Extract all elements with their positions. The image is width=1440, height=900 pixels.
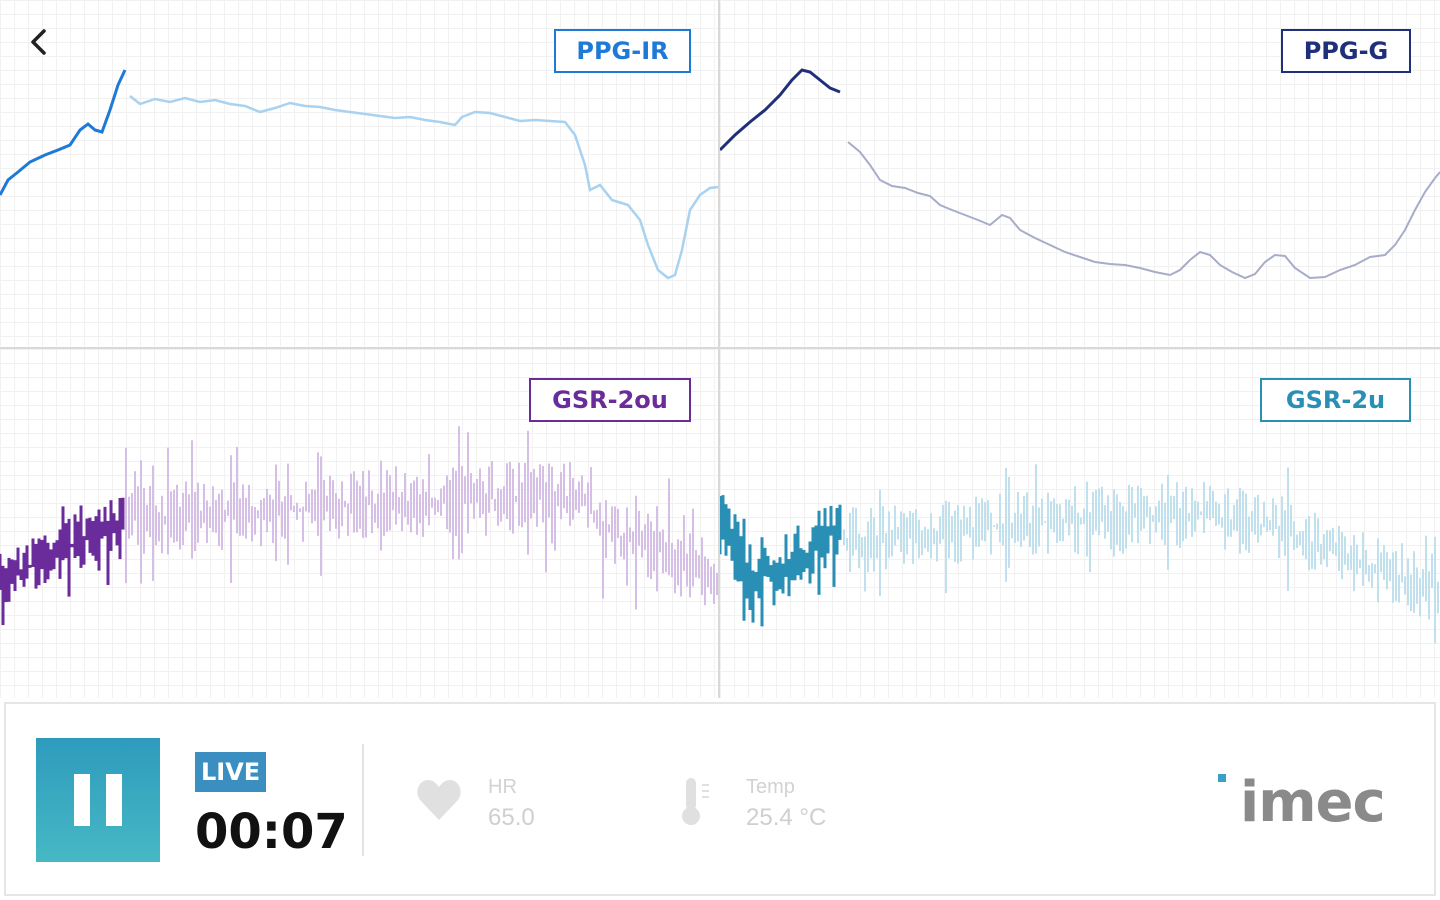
gsr-20u-trace-active bbox=[0, 497, 125, 626]
brand-dot bbox=[1218, 774, 1226, 782]
ppg-ir-waveform bbox=[0, 69, 718, 280]
ppg-g-label: PPG-G bbox=[1281, 29, 1411, 73]
back-button[interactable] bbox=[28, 28, 76, 76]
gsr-20u-label: GSR-2ou bbox=[529, 378, 691, 422]
gsr-20u-trace-faded bbox=[125, 426, 718, 610]
ppg-g-waveform bbox=[720, 68, 1440, 280]
brand-logo: imec bbox=[1240, 770, 1386, 835]
temp-label: Temp bbox=[746, 776, 795, 798]
chevron-left-icon bbox=[31, 29, 46, 55]
ppg-ir-label: PPG-IR bbox=[554, 29, 691, 73]
footer-divider bbox=[362, 744, 364, 856]
ppg-ir-panel: PPG-IR bbox=[0, 0, 718, 347]
gsr-2u-label: GSR-2u bbox=[1260, 378, 1411, 422]
gsr-2u-panel: GSR-2u bbox=[720, 349, 1440, 698]
temp-value: 25.4 °C bbox=[746, 804, 827, 831]
gsr-20u-waveform bbox=[0, 426, 718, 626]
gsr-2u-waveform bbox=[720, 464, 1439, 644]
heart-icon bbox=[417, 780, 461, 820]
ppg-g-trace-active bbox=[720, 68, 841, 152]
thermometer-icon bbox=[682, 778, 709, 825]
ppg-g-panel: PPG-G bbox=[720, 0, 1440, 347]
hr-value: 65.0 bbox=[488, 804, 535, 831]
gsr-2u-trace-active bbox=[720, 495, 842, 627]
ppg-g-trace-faded bbox=[847, 141, 1440, 280]
footer-bar: LIVE 00:07 HR 65.0 Temp 25.4 °C imec bbox=[4, 702, 1436, 896]
gsr-20u-panel: GSR-2ou bbox=[0, 349, 718, 698]
gsr-2u-trace-faded bbox=[843, 464, 1439, 644]
pause-button[interactable] bbox=[36, 738, 160, 862]
hr-label: HR bbox=[488, 776, 517, 798]
live-badge: LIVE bbox=[195, 752, 267, 792]
ppg-ir-trace-faded bbox=[129, 95, 718, 280]
horizontal-divider bbox=[0, 347, 1440, 349]
vertical-divider bbox=[718, 0, 720, 698]
ppg-ir-trace-active bbox=[0, 69, 127, 196]
elapsed-timer: 00:07 bbox=[195, 804, 348, 860]
